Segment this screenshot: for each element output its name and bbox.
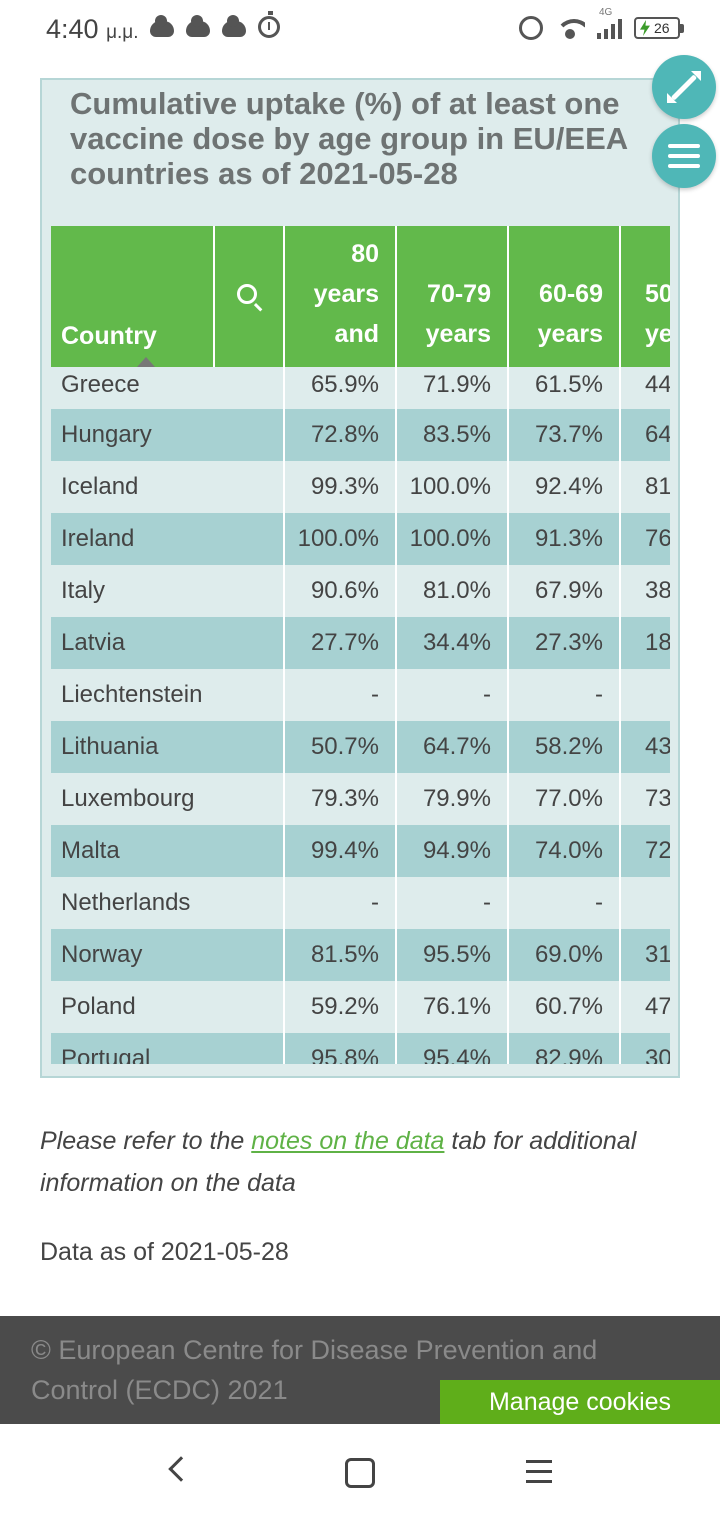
search-icon	[237, 284, 257, 304]
cloud-icon	[150, 15, 174, 37]
table-row: Luxembourg 79.3% 79.9% 77.0% 73	[51, 773, 670, 825]
table-row: Norway 81.5% 95.5% 69.0% 31	[51, 929, 670, 981]
menu-button[interactable]	[652, 124, 716, 188]
column-header-70-79[interactable]: 70-79 years	[397, 226, 509, 367]
recents-icon[interactable]	[526, 1460, 552, 1483]
footer-copyright: © European Centre for Disease Prevention…	[31, 1335, 598, 1405]
table-body: Greece 65.9% 71.9% 61.5% 44 Hungary 72.8…	[51, 367, 670, 1064]
table-header: Country 80 years and 70-79 years 60-69 y…	[51, 226, 670, 367]
system-nav-bar	[0, 1424, 720, 1520]
column-header-50-59[interactable]: 50 ye	[621, 226, 670, 367]
column-header-80-plus[interactable]: 80 years and	[285, 226, 397, 367]
sort-ascending-icon	[137, 357, 155, 367]
wifi-icon	[555, 17, 585, 39]
table-row: Latvia 27.7% 34.4% 27.3% 18	[51, 617, 670, 669]
table-row: Netherlands - - -	[51, 877, 670, 929]
stopwatch-icon	[258, 11, 280, 38]
column-header-60-69[interactable]: 60-69 years	[509, 226, 621, 367]
uptake-table[interactable]: Country 80 years and 70-79 years 60-69 y…	[51, 226, 670, 1064]
table-search-button[interactable]	[215, 226, 285, 367]
manage-cookies-button[interactable]: Manage cookies	[440, 1380, 720, 1424]
table-row: Hungary 72.8% 83.5% 73.7% 64	[51, 409, 670, 461]
charging-icon	[640, 20, 650, 36]
data-as-of: Data as of 2021-05-28	[40, 1238, 289, 1266]
status-time: 4:40 μ.μ.	[46, 14, 139, 44]
table-row: Portugal 95.8% 95.4% 82.9% 30	[51, 1033, 670, 1064]
table-row: Lithuania 50.7% 64.7% 58.2% 43	[51, 721, 670, 773]
table-row: Iceland 99.3% 100.0% 92.4% 81	[51, 461, 670, 513]
table-row: Ireland 100.0% 100.0% 91.3% 76	[51, 513, 670, 565]
status-bar: 4:40 μ.μ. 4G 26	[0, 0, 720, 60]
battery-icon: 26	[634, 17, 684, 39]
notes-on-data-link[interactable]: notes on the data	[251, 1127, 445, 1155]
home-icon[interactable]	[345, 1458, 375, 1488]
expand-button[interactable]	[652, 55, 716, 119]
back-icon[interactable]	[168, 1456, 194, 1482]
table-row: Malta 99.4% 94.9% 74.0% 72	[51, 825, 670, 877]
table-row: Liechtenstein - - -	[51, 669, 670, 721]
cloud-icon	[222, 15, 246, 37]
table-row: Poland 59.2% 76.1% 60.7% 47	[51, 981, 670, 1033]
cloud-icon	[186, 15, 210, 37]
signal-icon: 4G	[597, 7, 622, 39]
alarm-icon	[519, 16, 543, 40]
table-row: Greece 65.9% 71.9% 61.5% 44	[51, 367, 670, 409]
card-title: Cumulative uptake (%) of at least one va…	[70, 86, 628, 191]
hamburger-icon	[668, 144, 700, 148]
table-row: Italy 90.6% 81.0% 67.9% 38	[51, 565, 670, 617]
column-header-country[interactable]: Country	[51, 226, 215, 367]
notes-text: Please refer to the notes on the data ta…	[40, 1127, 637, 1197]
